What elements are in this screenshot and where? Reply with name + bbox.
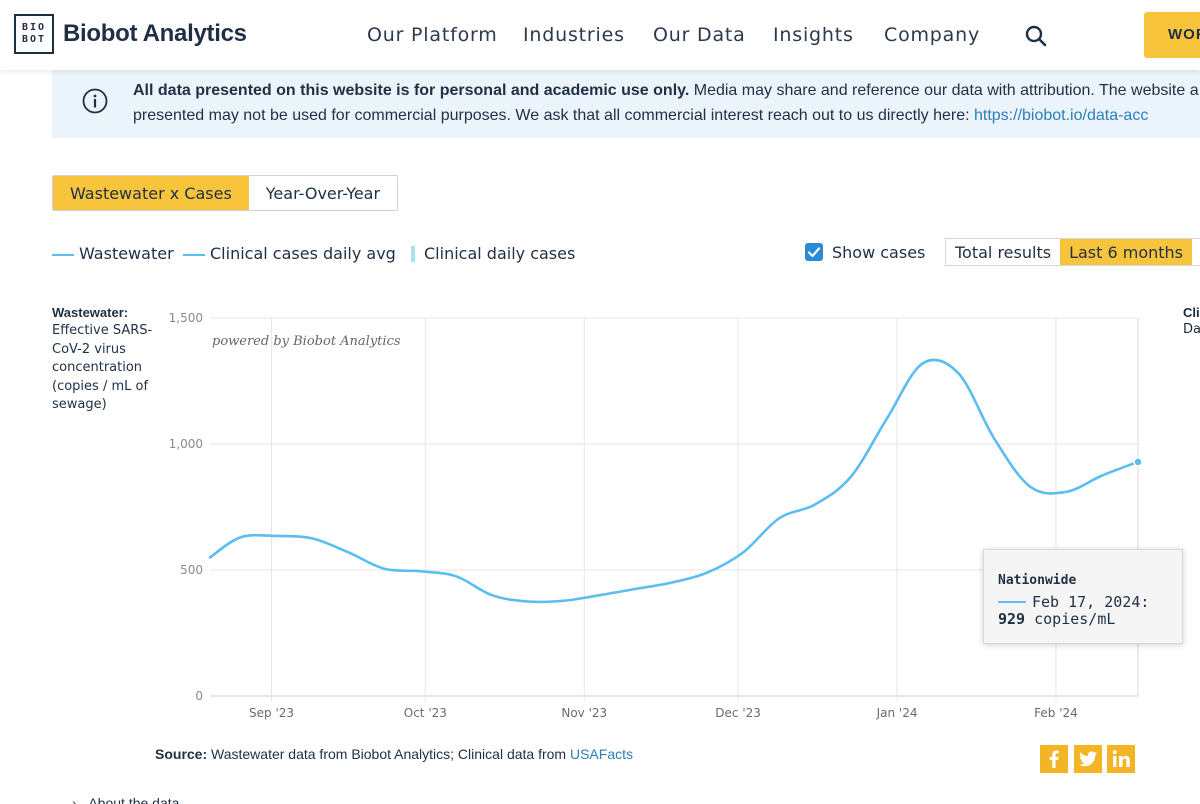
x-tick-label: Oct '23 [404,706,447,720]
range-last-6-months[interactable]: Last 6 months [1060,239,1193,265]
notice-bold: All data presented on this website is fo… [133,82,690,99]
right-axis-description: Da [1183,322,1200,337]
twitter-icon[interactable] [1074,745,1102,773]
chevron-right-icon: › [72,795,89,804]
legend-clinical-daily-swatch [411,246,415,262]
y-tick-label: 500 [180,563,203,577]
tooltip-series-swatch [998,601,1026,603]
nav-our-platform[interactable]: Our Platform [367,24,498,46]
tooltip-unit: copies/mL [1025,610,1116,628]
data-access-link[interactable]: https://biobot.io/data-acc [973,107,1149,124]
x-tick-label: Feb '24 [1034,706,1078,720]
source-note: Source: Wastewater data from Biobot Anal… [155,746,633,762]
y-tick-label: 1,500 [169,311,203,325]
legend-wastewater-swatch [52,254,74,256]
wastewater-chart[interactable]: 0 500 1,000 1,500 Sep '23 Oct '23 Nov '23 Dec '… [0,290,1200,730]
brand-name[interactable]: Biobot Analytics [63,20,247,47]
legend-clinical-avg-swatch [183,254,205,256]
biobot-logo[interactable]: BIO BOT [14,14,54,54]
tooltip-number: 929 [998,610,1026,628]
show-cases-label[interactable]: Show cases [832,243,926,262]
show-cases-checkbox[interactable] [805,243,823,261]
source-text: Wastewater data from Biobot Analytics; C… [207,746,570,762]
source-label: Source: [155,746,208,762]
facebook-icon[interactable] [1040,745,1068,773]
range-more[interactable]: La [1192,239,1200,265]
legend-wastewater[interactable]: Wastewater [79,244,174,263]
notice-text: All data presented on this website is fo… [133,78,1200,128]
x-tick-label: Dec '23 [715,706,761,720]
site-header: BIO BOT Biobot Analytics Our Platform In… [0,0,1200,70]
tooltip-value: 929 copies/mL [998,610,1115,628]
nav-company[interactable]: Company [884,24,980,46]
y-tick-label: 0 [195,689,203,703]
tooltip-date: Feb 17, 2024: [1032,593,1150,611]
time-range-selector: Total results Last 6 months La [945,238,1200,266]
nav-insights[interactable]: Insights [773,24,854,46]
usafacts-link[interactable]: USAFacts [569,746,633,762]
legend-clinical-daily[interactable]: Clinical daily cases [424,244,576,263]
series-point-latest [1133,457,1143,467]
usage-notice [52,70,1200,138]
notice-line1: Media may share and reference our data w… [689,82,1199,99]
y-axis-description: Effective SARS-CoV-2 virus concentration… [52,323,153,412]
y-axis-title: Wastewater: [52,305,129,320]
tab-wastewater-x-cases[interactable]: Wastewater x Cases [53,176,249,210]
linkedin-icon[interactable] [1107,745,1135,773]
series-line-wastewater [208,358,1140,604]
tab-year-over-year[interactable]: Year-Over-Year [265,184,381,203]
view-tabs: Wastewater x Cases Year-Over-Year [52,175,399,211]
cta-button[interactable]: WOR [1144,12,1200,58]
search-icon[interactable] [1024,24,1048,48]
notice-line2: presented may not be used for commercial… [133,107,974,124]
chart-tooltip: Nationwide Feb 17, 2024: 929 copies/mL [983,549,1183,644]
range-total-results[interactable]: Total results [955,243,1052,262]
logo-bottom-text: BOT [21,34,47,45]
legend-clinical-avg[interactable]: Clinical cases daily avg [210,244,396,263]
nav-our-data[interactable]: Our Data [653,24,746,46]
about-the-data-label: About the data [88,795,180,804]
about-the-data-toggle[interactable]: › About the data [72,795,179,804]
nav-industries[interactable]: Industries [523,24,625,46]
logo-top-text: BIO [21,22,47,33]
info-icon [82,88,108,114]
x-tick-label: Sep '23 [249,706,294,720]
right-axis-title: Cli [1183,305,1200,320]
y-tick-label: 1,000 [169,437,203,451]
tooltip-title: Nationwide [998,573,1077,588]
chart-watermark: powered by Biobot Analytics [212,334,401,349]
x-tick-label: Nov '23 [561,706,607,720]
x-tick-label: Jan '24 [876,706,918,720]
